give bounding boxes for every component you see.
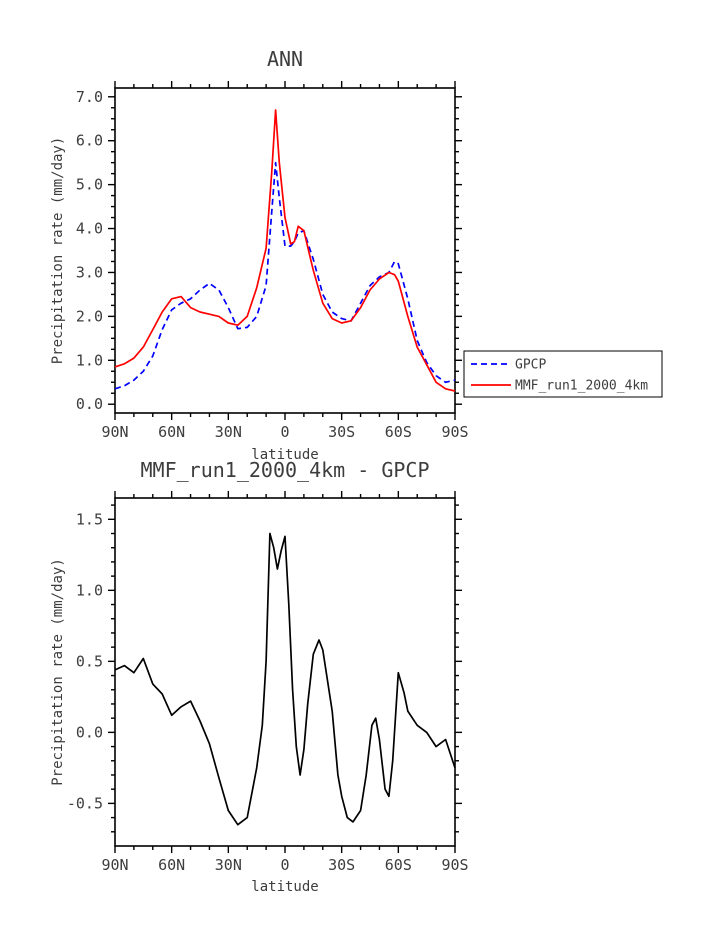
diff-x-axis-label: latitude [251,879,318,895]
diff-y-axis-label: Precipitation rate (mm/day) [50,558,66,786]
diff-x-tick-label: 30N [215,856,242,874]
diff-y-tick-label: -0.5 [67,794,103,812]
diff-x-tick-label: 90S [441,856,468,874]
legend-box [463,350,663,398]
diff-x-tick-label: 30S [328,856,355,874]
diff-plot-box [114,497,456,847]
ann-plot-box [114,87,456,414]
legend-label: MMF_run1_2000_4km [515,379,648,394]
ann-y-tick-label: 5.0 [76,176,103,194]
diff-title: MMF_run1_2000_4km - GPCP [141,458,430,482]
ann-x-tick-label: 30S [328,423,355,441]
ann-y-tick-label: 1.0 [76,351,103,369]
series-mmf_run1_2000_4km [114,109,456,392]
series-mmf_run1_2000_4km-gpcp [114,532,456,826]
ann-y-tick-label: 3.0 [76,263,103,281]
ann-x-tick-label: 0 [280,423,289,441]
ann-y-tick-label: 4.0 [76,220,103,238]
ann-x-tick-label: 60S [385,423,412,441]
diff-x-tick-label: 60N [158,856,185,874]
ann-y-tick-label: 6.0 [76,132,103,150]
ann-title: ANN [267,47,303,71]
ann-x-tick-label: 30N [215,423,242,441]
diff-y-tick-label: 1.5 [76,510,103,528]
ann-x-tick-label: 60N [158,423,185,441]
diff-y-tick-label: 0.5 [76,652,103,670]
diff-y-tick-label: 1.0 [76,581,103,599]
ann-x-axis-label: latitude [251,447,318,463]
ann-x-tick-label: 90S [441,423,468,441]
diff-x-tick-label: 90N [101,856,128,874]
diff-y-tick-label: 0.0 [76,723,103,741]
diff-x-tick-label: 0 [280,856,289,874]
ann-x-tick-label: 90N [101,423,128,441]
legend-label: GPCP [515,358,546,373]
diff-x-tick-label: 60S [385,856,412,874]
series-gpcp [114,161,456,390]
ann-y-tick-label: 0.0 [76,395,103,413]
ann-y-axis-label: Precipitation rate (mm/day) [50,137,66,365]
ann-axes [108,81,462,420]
ann-y-tick-label: 7.0 [76,88,103,106]
ann-y-tick-label: 2.0 [76,307,103,325]
